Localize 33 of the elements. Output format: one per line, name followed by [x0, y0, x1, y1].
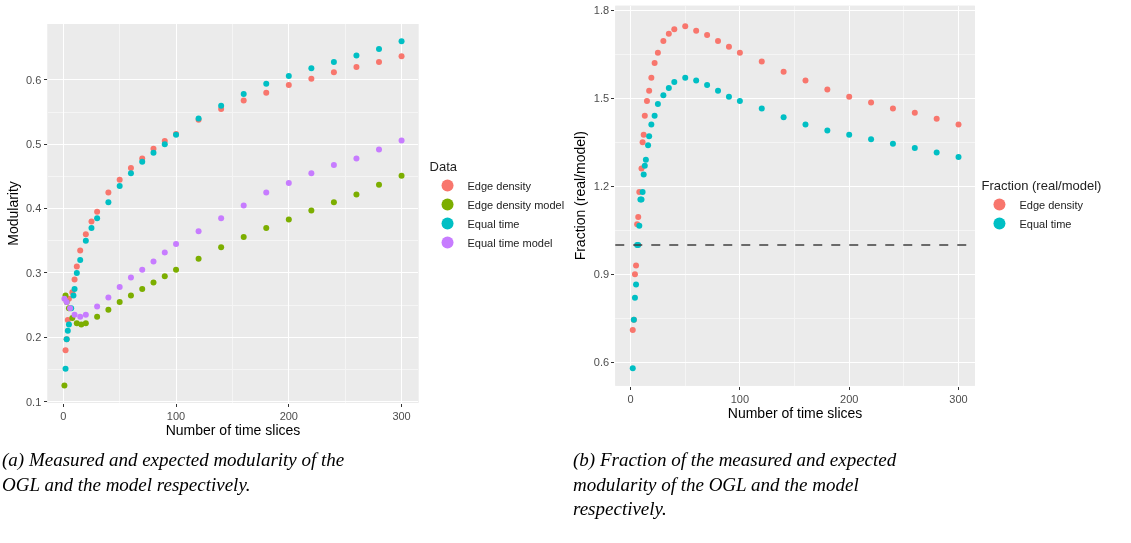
legend-label: Equal time model [467, 236, 553, 249]
y-tick-label: 0.2 [26, 331, 42, 344]
y-tick-label: 1.5 [593, 92, 610, 105]
x-tick-label: 200 [840, 392, 859, 405]
legend-title: Fraction (real/model) [981, 178, 1102, 194]
x-tick-label: 0 [627, 392, 634, 405]
y-tick-label: 0.6 [593, 356, 610, 369]
legend-label: Edge density [467, 179, 532, 192]
y-tick-label: 0.9 [593, 268, 610, 281]
x-tick-label: 100 [166, 410, 186, 423]
text: (a) Measured and expected modularity of the OGL and the model respectively. [2, 449, 345, 495]
legend-label: Edge density model [467, 198, 565, 211]
x-tick-label: 200 [279, 410, 298, 423]
y-tick-label: 0.4 [26, 202, 42, 215]
legend-label: Equal time [1019, 217, 1072, 230]
y-tick-label: 0.5 [26, 138, 42, 151]
legend-label: Edge density [1019, 198, 1084, 211]
y-tick-label: 0.1 [26, 395, 42, 408]
y-axis-title: Fraction (real/model) [572, 131, 589, 261]
y-tick-label: 0.3 [26, 266, 42, 279]
x-tick-label: 100 [730, 392, 750, 405]
text: (b) Fraction of the measured and expected modularity of the OGL and the model respectively. [573, 449, 897, 520]
y-tick-label: 1.2 [593, 180, 610, 193]
x-axis-title: Number of time slices [727, 404, 863, 421]
x-axis-title: Number of time slices [165, 422, 301, 439]
y-axis-title: Modularity [4, 181, 21, 246]
x-tick-label: 300 [949, 392, 968, 405]
x-tick-label: 0 [60, 410, 67, 423]
y-tick-label: 0.6 [26, 73, 42, 86]
y-tick-label: 1.8 [593, 4, 610, 16]
x-tick-label: 300 [392, 410, 411, 423]
legend-title: Data [429, 159, 458, 175]
legend-label: Equal time [467, 217, 520, 230]
